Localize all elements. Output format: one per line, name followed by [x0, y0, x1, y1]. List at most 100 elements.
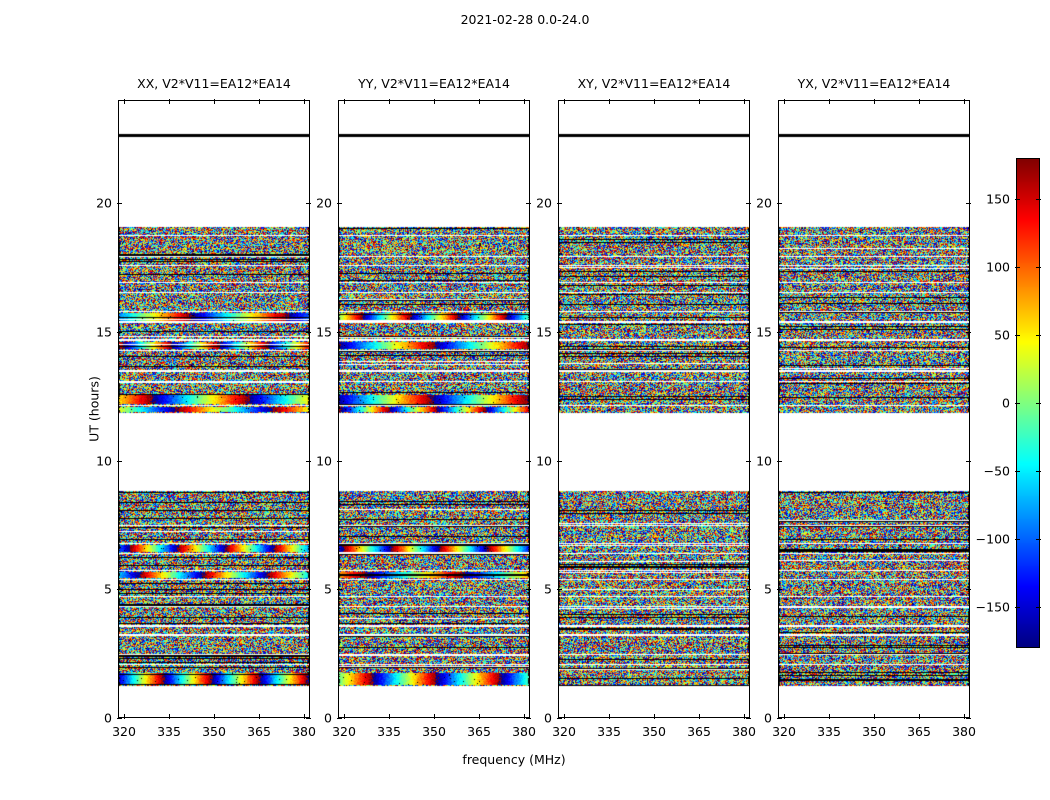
x-tick-label: 320: [112, 724, 136, 739]
x-tick: [214, 99, 215, 104]
x-tick: [344, 714, 345, 719]
panel-title-xy: XY, V2*V11=EA12*EA14: [577, 76, 731, 91]
y-tick: [117, 718, 122, 719]
y-tick: [557, 718, 562, 719]
colorbar-tick: [1015, 198, 1020, 200]
colorbar-tick: [1036, 266, 1041, 268]
y-tick: [337, 460, 342, 462]
x-tick-label: 380: [292, 724, 316, 739]
panel-frame: [118, 100, 310, 718]
x-tick: [964, 99, 965, 104]
colorbar-tick: [1015, 334, 1020, 336]
y-tick: [526, 331, 531, 333]
x-tick: [919, 714, 920, 719]
panel-frame: [338, 100, 530, 718]
x-tick-label: 350: [642, 724, 666, 739]
colorbar-tick-label: 50: [994, 327, 1010, 343]
y-tick: [966, 203, 971, 204]
y-tick: [777, 331, 782, 333]
y-tick-label: 20: [316, 195, 332, 211]
x-tick: [304, 99, 305, 104]
x-tick-label: 380: [952, 724, 976, 739]
x-tick-label: 335: [377, 724, 401, 739]
panel-title-yx: YX, V2*V11=EA12*EA14: [797, 76, 951, 91]
x-axis-title: frequency (MHz): [462, 752, 566, 767]
x-tick: [259, 99, 260, 104]
colorbar-tick: [1015, 539, 1020, 541]
x-tick: [434, 714, 435, 719]
y-tick-label: 0: [764, 710, 772, 726]
x-tick: [124, 99, 125, 104]
y-tick-label: 0: [544, 710, 552, 726]
y-tick: [306, 718, 311, 719]
y-tick: [117, 460, 122, 462]
y-tick-label: 5: [544, 581, 552, 597]
x-tick: [654, 99, 655, 104]
colorbar-tick-label: 100: [986, 259, 1010, 275]
colorbar-tick: [1015, 266, 1020, 268]
y-tick: [557, 331, 562, 333]
colorbar-tick-label: 150: [986, 191, 1010, 207]
x-tick: [524, 714, 525, 719]
colorbar-tick-label: −50: [983, 463, 1010, 479]
x-tick: [784, 99, 785, 104]
y-tick: [746, 460, 751, 462]
panel-yy: YY, V2*V11=EA12*EA14 320 335 350 365 380 0 5 10 1…: [316, 76, 536, 739]
x-tick-label: 320: [332, 724, 356, 739]
y-tick-label: 5: [104, 581, 112, 597]
panel-xy: XY, V2*V11=EA12*EA14 320 335 350 365 380 0 5 10 1…: [536, 76, 756, 739]
panel-frame: [558, 100, 750, 718]
y-tick: [306, 460, 311, 462]
colorbar-tick: [1036, 198, 1041, 200]
y-axis-title: UT (hours): [86, 376, 102, 442]
x-tick-label: 350: [422, 724, 446, 739]
x-tick-label: 365: [467, 724, 491, 739]
x-tick: [564, 99, 565, 104]
waterfall-xy: [558, 100, 750, 718]
waterfall-yy: [338, 100, 530, 718]
x-tick-label: 350: [202, 724, 226, 739]
x-tick-label: 365: [247, 724, 271, 739]
y-tick: [557, 460, 562, 462]
colorbar-tick: [1036, 539, 1041, 541]
y-tick: [306, 589, 311, 591]
panel-yx: YX, V2*V11=EA12*EA14 320 335 350 365 380 0 5 10 1…: [756, 76, 976, 739]
y-tick: [117, 331, 122, 333]
colorbar-tick: [1015, 403, 1020, 404]
y-tick: [526, 589, 531, 591]
x-tick: [169, 714, 170, 719]
x-tick: [389, 714, 390, 719]
y-tick-label: 0: [324, 710, 332, 726]
panel-frame: [778, 100, 970, 718]
x-tick-label: 380: [732, 724, 756, 739]
waterfall-xx: [118, 100, 310, 718]
x-tick: [829, 714, 830, 719]
y-tick: [117, 589, 122, 591]
x-tick: [919, 99, 920, 104]
y-tick: [966, 460, 971, 462]
x-tick: [874, 99, 875, 104]
x-tick: [964, 714, 965, 719]
x-tick: [124, 714, 125, 719]
x-tick-label: 365: [687, 724, 711, 739]
x-tick: [654, 714, 655, 719]
x-tick-label: 335: [817, 724, 841, 739]
y-tick-label: 15: [316, 324, 332, 340]
y-tick: [557, 203, 562, 204]
colorbar-tick: [1036, 403, 1041, 404]
y-tick-label: 0: [104, 710, 112, 726]
panel-xx: XX, V2*V11=EA12*EA14 320 335 350 365 380 0 5 10 1…: [96, 76, 316, 739]
x-tick: [304, 714, 305, 719]
y-tick: [337, 203, 342, 204]
x-tick: [564, 714, 565, 719]
y-tick: [966, 331, 971, 333]
y-tick-label: 15: [756, 324, 772, 340]
y-tick: [746, 203, 751, 204]
x-tick: [524, 99, 525, 104]
panel-title-yy: YY, V2*V11=EA12*EA14: [358, 76, 510, 91]
y-tick: [337, 331, 342, 333]
y-tick-label: 10: [96, 453, 112, 468]
y-tick-label: 10: [756, 453, 772, 468]
x-tick-label: 320: [552, 724, 576, 739]
